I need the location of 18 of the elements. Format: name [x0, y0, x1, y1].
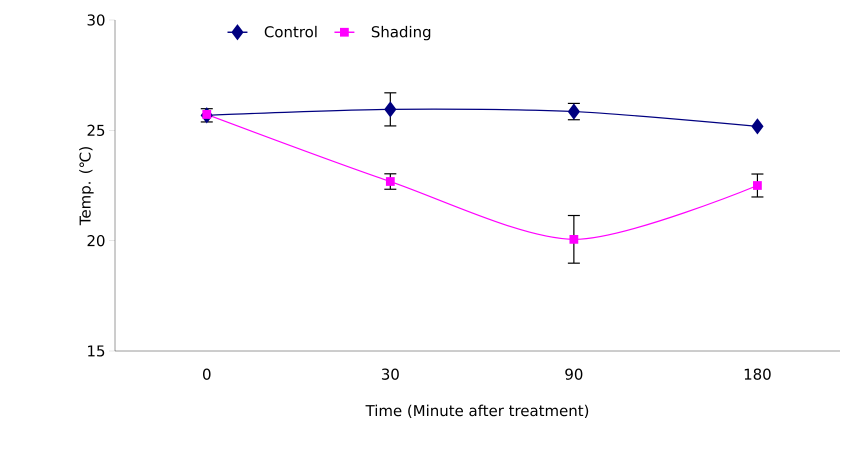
x-axis-title: Time (Minute after treatment): [366, 404, 588, 418]
point: [751, 118, 764, 134]
y-tick-label: 20: [88, 235, 104, 246]
x-tick-label: 180: [744, 368, 771, 380]
legend-label: Shading: [372, 26, 430, 40]
y-tick-label: 15: [88, 345, 104, 357]
point: [386, 177, 395, 186]
x-tick-label: 90: [565, 368, 582, 380]
y-tick-label: 25: [88, 124, 104, 136]
point: [384, 102, 396, 118]
y-axis-title: Temp. (℃): [79, 147, 94, 226]
y-tick-label: 30: [88, 14, 104, 26]
x-tick-label: 0: [203, 368, 211, 380]
legend-label: Control: [264, 26, 317, 38]
point: [202, 110, 212, 119]
point: [753, 181, 762, 190]
point: [569, 234, 578, 244]
x-tick-label: 30: [382, 368, 399, 380]
